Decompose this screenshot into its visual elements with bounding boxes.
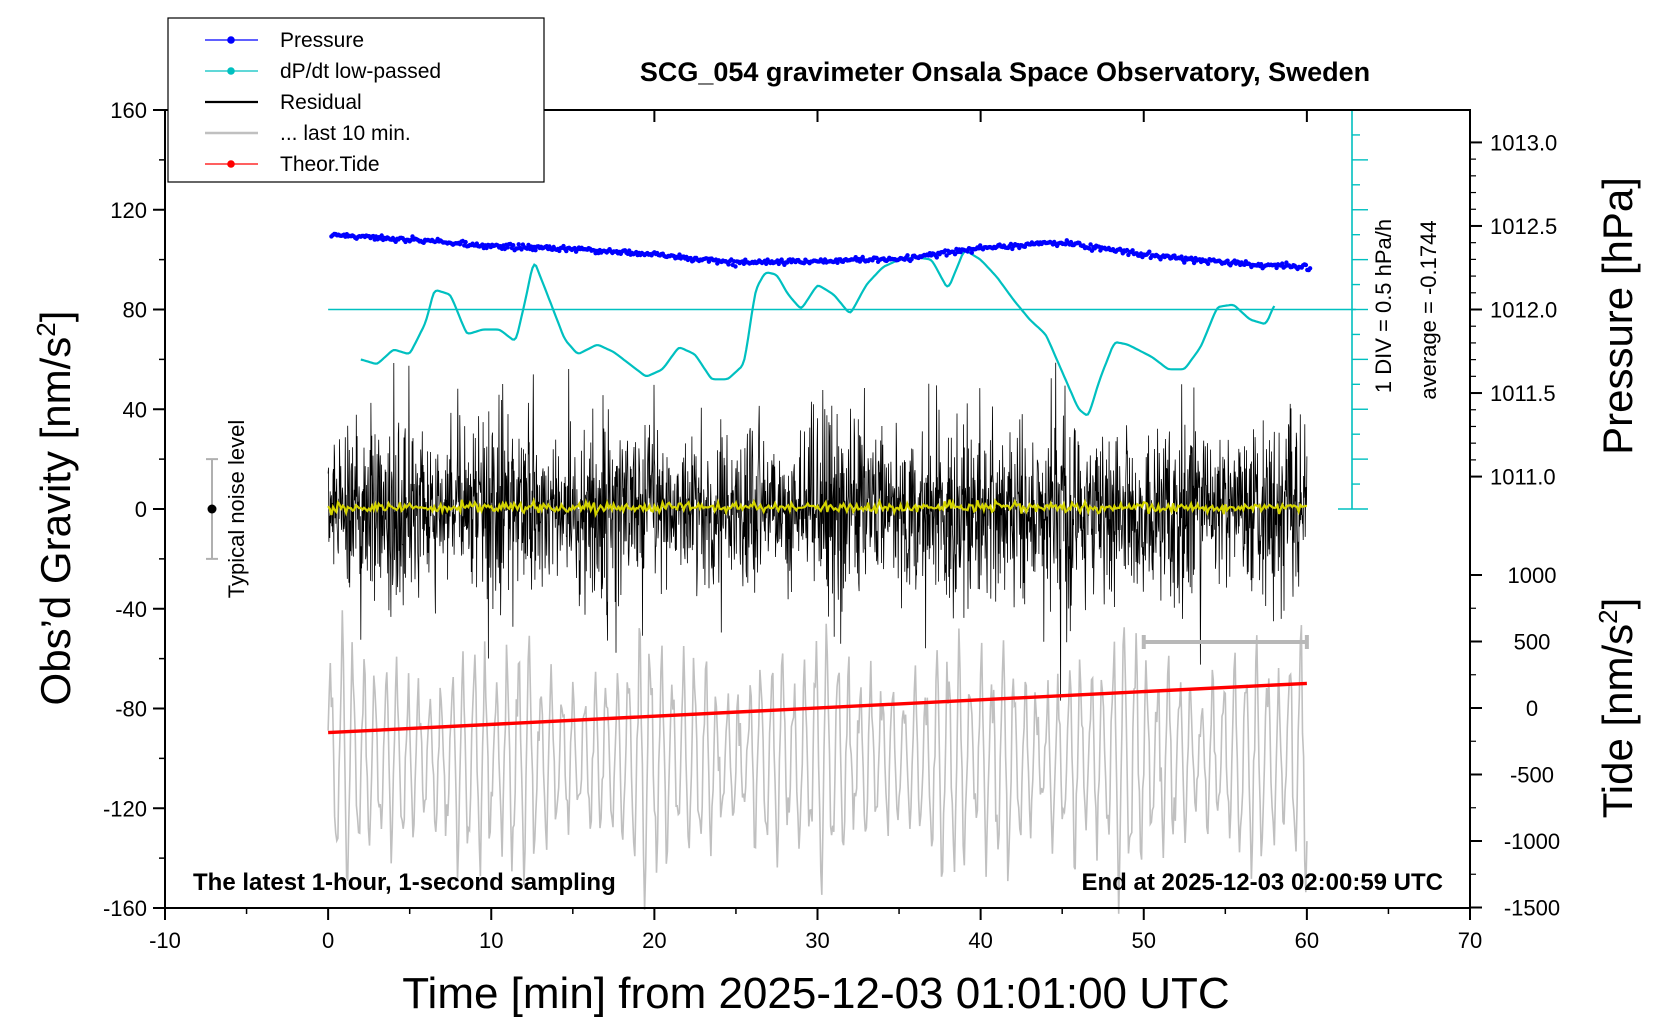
chart-title: SCG_054 gravimeter Onsala Space Observat… [640,57,1370,87]
pressure-point [965,249,970,254]
x-tick-label: 0 [322,928,334,953]
pressure-point [1147,249,1152,254]
legend-swatch-dot [227,36,235,44]
pressure-point [1274,265,1279,271]
pressure-point [1280,261,1285,266]
legend-entry: Pressure [280,29,364,52]
tide-tick-label: 500 [1514,630,1551,655]
legend-entry: ... last 10 min. [280,122,411,145]
pressure-point [1205,261,1211,266]
x-tick-label: 60 [1295,928,1319,953]
pressure-point [905,253,910,258]
pressure-point [1088,242,1093,247]
pressure-tick-label: 1012.0 [1490,298,1557,323]
x-tick-label: 40 [968,928,992,953]
legend-box [167,17,545,183]
y-tick-label: 160 [110,98,147,123]
y-axis-label: Obs’d Gravity [nm/s2] [31,311,79,706]
pressure-series [329,231,1313,273]
noise-bar-dot [207,504,217,514]
pressure-point [733,264,738,269]
pressure-point [1191,260,1197,266]
pressure-point [909,257,914,262]
pressure-point [1225,258,1230,263]
pressure-point [516,242,521,247]
tide-tick-label: 0 [1526,696,1538,721]
pressure-point [1182,260,1187,265]
pressure-tick-label: 1011.5 [1490,381,1556,406]
legend-entry: Residual [280,91,362,114]
pressure-point [1303,262,1309,268]
pressure-point [533,248,538,253]
tide-axis-label: Tide [nm/s2] [1593,598,1641,819]
pressure-axis-label: Pressure [hPa] [1594,177,1641,455]
pressure-point [944,253,949,258]
y-tick-label: -80 [115,697,147,722]
legend-swatch-dot [227,160,235,168]
tide-tick-label: 1000 [1508,563,1557,588]
x-tick-label: 50 [1132,928,1156,953]
y-tick-label: -120 [103,796,147,821]
x-tick-label: 20 [642,928,666,953]
y-tick-label: 80 [123,298,147,323]
average-label: average = -0.1744 [1416,220,1441,399]
y-tick-label: 40 [123,397,147,422]
x-axis-label: Time [min] from 2025-12-03 01:01:00 UTC [402,969,1229,1018]
y-tick-label: -160 [103,896,147,921]
bottom-right-note: End at 2025-12-03 02:00:59 UTC [1082,869,1444,896]
pressure-point [1179,254,1184,259]
x-tick-label: 70 [1458,928,1482,953]
pressure-tick-label: 1013.0 [1490,130,1557,155]
bottom-left-note: The latest 1-hour, 1-second sampling [193,869,616,896]
dpdt-line [360,250,1276,416]
tide-tick-label: -500 [1510,763,1554,788]
pressure-point [1130,248,1135,253]
x-tick-label: -10 [149,928,181,953]
pressure-point [463,239,468,245]
x-tick-label: 30 [805,928,829,953]
x-tick-label: 10 [479,928,503,953]
tide-tick-label: -1000 [1504,829,1560,854]
pressure-tick-label: 1011.0 [1490,465,1556,490]
pressure-point [934,255,939,260]
smoothed-residual-line [327,497,1308,519]
div-label: 1 DIV = 0.5 hPa/h [1371,219,1396,393]
legend-swatch-dot [227,67,235,75]
tide-tick-label: -1500 [1504,896,1560,921]
pressure-tick-label: 1012.5 [1490,214,1557,239]
pressure-point [511,243,516,248]
y-tick-label: 120 [110,198,147,223]
residual-line [327,362,1308,701]
noise-label: Typical noise level [224,420,249,599]
pressure-point [726,262,731,267]
last-10-min-line [327,610,1308,914]
theor-tide-line [328,681,1307,735]
legend-entry: dP/dt low-passed [280,60,441,83]
y-tick-label: 0 [135,497,147,522]
pressure-point [1307,266,1313,271]
pressure-point [835,260,840,265]
y-tick-label: -40 [115,597,147,622]
pressure-point [969,250,974,255]
legend-entry: Theor.Tide [280,153,380,176]
